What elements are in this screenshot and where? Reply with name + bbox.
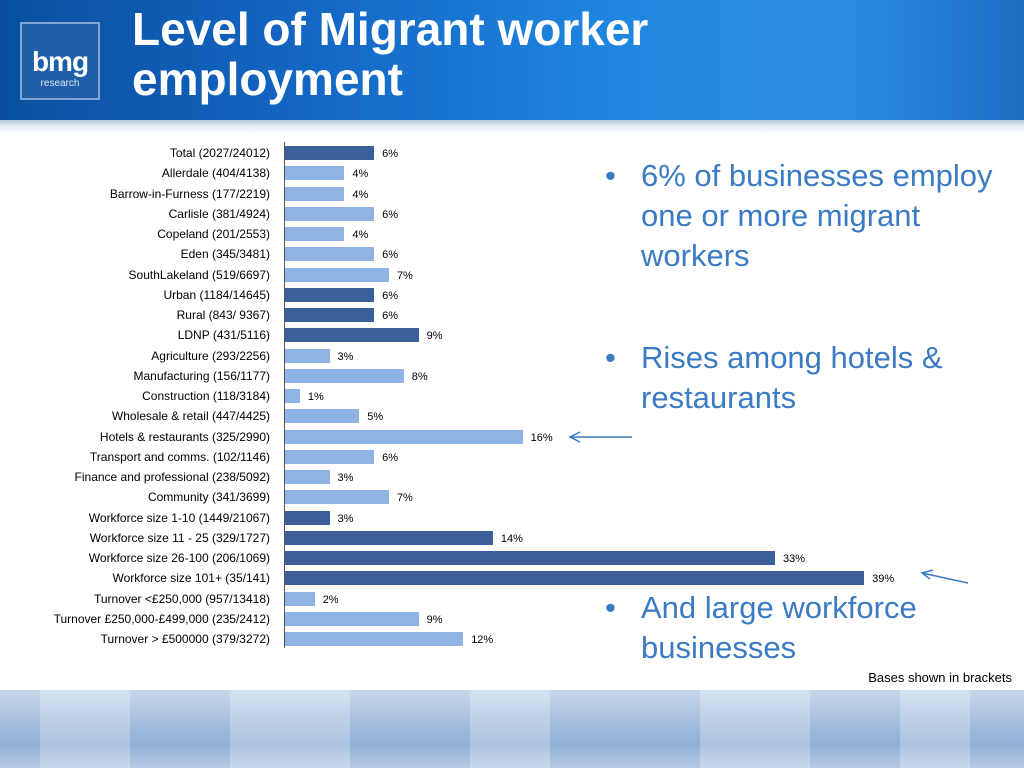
value-label: 3% (337, 472, 354, 484)
category-label: Community (341/3699) (147, 490, 270, 505)
bar (285, 166, 345, 181)
category-label: Total (2027/24012) (169, 146, 270, 160)
category-label: Construction (118/3184) (142, 389, 270, 403)
bullet-dot: • (605, 158, 616, 193)
category-label: Workforce size 101+ (35/141) (112, 571, 270, 586)
category-label: Agriculture (293/2256) (151, 348, 270, 363)
bar (285, 409, 360, 424)
bar (285, 530, 493, 545)
bar (285, 287, 375, 302)
bar (285, 267, 389, 282)
value-label: 3% (337, 350, 354, 363)
bullet-item: • 6% of businesses employ one or more mi… (605, 156, 1015, 276)
category-label: Carlisle (381/4924) (168, 206, 270, 221)
slide-title-line2: employment (132, 53, 403, 105)
bar (285, 348, 330, 363)
bar (285, 429, 523, 444)
category-label: Turnover <£250,000 (957/13418) (93, 591, 270, 606)
bar (285, 632, 464, 646)
value-label: 7% (396, 269, 413, 282)
value-label: 39% (872, 573, 895, 586)
category-label: Workforce size 26-100 (206/1069) (88, 551, 270, 565)
bar (285, 247, 375, 262)
footnote: Bases shown in brackets (866, 670, 1014, 685)
bar (285, 206, 375, 221)
value-label: 4% (352, 168, 369, 181)
category-label: SouthLakeland (519/6697) (128, 267, 270, 282)
slide-title: Level of Migrant worker employment (132, 4, 832, 104)
value-label: 6% (382, 451, 398, 464)
value-label: 6% (382, 208, 398, 221)
bullet-text: And large workforce businesses (641, 590, 917, 665)
value-label: 7% (396, 492, 413, 505)
category-label: Finance and professional (238/5092) (74, 470, 270, 484)
bar (285, 146, 375, 160)
bar (285, 470, 330, 484)
category-label: Workforce size 11 - 25 (329/1727) (89, 530, 270, 545)
value-label: 4% (352, 229, 369, 241)
bullet-text: Rises among hotels & restaurants (641, 340, 943, 415)
category-label: Eden (345/3481) (180, 247, 270, 262)
value-label: 14% (500, 532, 523, 545)
category-label: Urban (1184/14645) (163, 287, 270, 302)
arrow-icon-hotels (568, 431, 632, 443)
category-label: Turnover £250,000-£499,000 (235/2412) (53, 611, 270, 626)
value-label: 9% (426, 613, 443, 626)
category-label: Rural (843/ 9367) (176, 308, 270, 322)
logo-sub-text: research (40, 78, 80, 89)
value-label: 2% (322, 593, 339, 606)
bar (285, 449, 375, 464)
bar (285, 308, 375, 322)
bullet-item: • Rises among hotels & restaurants (605, 338, 1015, 418)
bullet-dot: • (605, 590, 616, 625)
bullet-dot: • (605, 340, 616, 375)
value-label: 6% (382, 148, 398, 160)
bullet-text: 6% of businesses employ one or more migr… (641, 158, 993, 273)
bmg-logo: bmg research (20, 22, 100, 100)
value-label: 6% (382, 249, 398, 262)
value-label: 8% (411, 370, 428, 383)
category-label: Workforce size 1-10 (1449/21067) (88, 510, 270, 525)
category-label: Allerdale (404/4138) (161, 166, 270, 181)
category-label: Turnover > £500000 (379/3272) (100, 632, 270, 646)
arrow-icon-large-workforce (920, 569, 969, 584)
bullet-item: • And large workforce businesses (605, 588, 1015, 668)
value-label: 6% (382, 310, 398, 322)
category-label: Hotels & restaurants (325/2990) (99, 429, 270, 444)
header-banner: bmg research Level of Migrant worker emp… (0, 0, 1024, 120)
bar (285, 551, 776, 565)
category-label: LDNP (431/5116) (177, 328, 270, 343)
value-label: 16% (530, 431, 553, 444)
bar (285, 611, 419, 626)
category-label: Copeland (201/2553) (157, 227, 270, 241)
value-label: 5% (367, 411, 384, 424)
bar (285, 328, 419, 343)
bar (285, 591, 315, 606)
category-label: Transport and comms. (102/1146) (89, 449, 270, 464)
category-label: Manufacturing (156/1177) (133, 368, 270, 383)
category-label: Wholesale & retail (447/4425) (111, 409, 270, 424)
value-label: 12% (471, 634, 494, 646)
value-label: 9% (426, 330, 443, 343)
bar (285, 510, 330, 525)
bar (285, 389, 300, 403)
value-label: 1% (307, 391, 324, 403)
category-label: Barrow-in-Furness (177/2219) (109, 186, 270, 201)
logo-main-text: bmg (31, 46, 89, 77)
footer-photo-band (0, 690, 1024, 768)
bar (285, 368, 404, 383)
value-label: 3% (337, 512, 354, 525)
slide-title-line1: Level of Migrant worker (132, 3, 649, 55)
value-label: 33% (783, 553, 806, 565)
header-divider (0, 120, 1024, 134)
value-label: 4% (352, 188, 369, 201)
chart-axis-line (284, 142, 285, 648)
value-label: 6% (382, 289, 398, 302)
bar (285, 571, 865, 586)
bar (285, 186, 345, 201)
bar (285, 227, 345, 241)
bar (285, 490, 389, 505)
